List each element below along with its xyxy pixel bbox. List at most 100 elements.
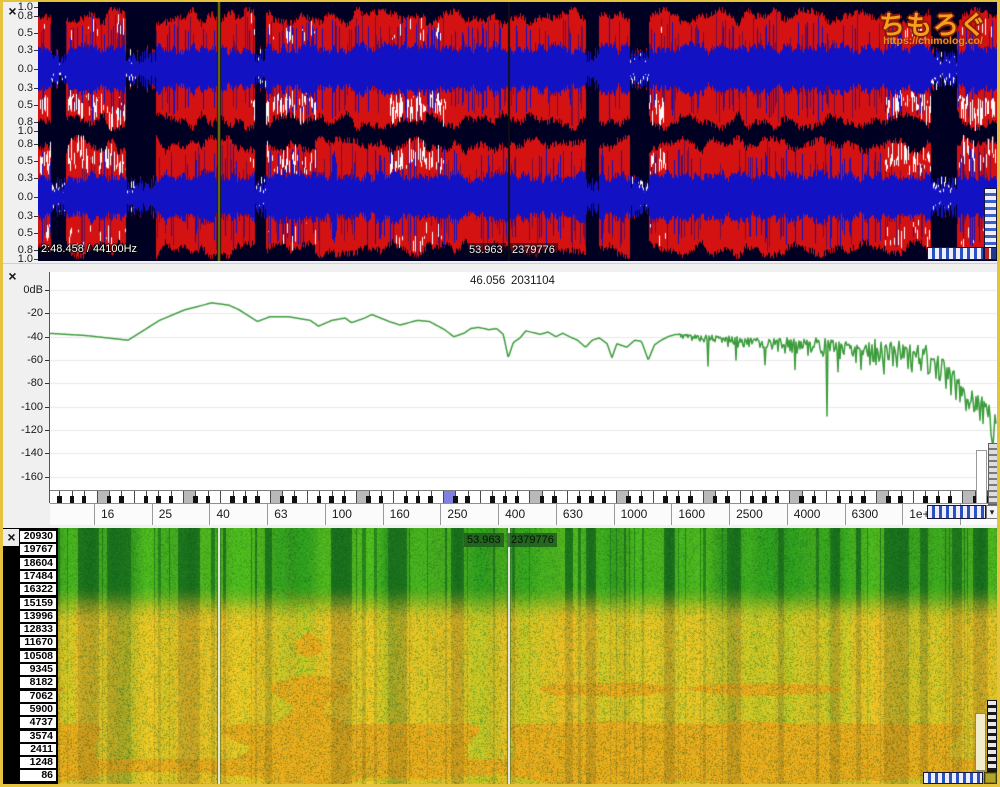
piano-black-key[interactable] (923, 496, 928, 503)
piano-black-key[interactable] (762, 496, 767, 503)
piano-black-key[interactable] (514, 496, 520, 503)
piano-key[interactable] (220, 491, 233, 503)
spectrogram-vertical-slider-track[interactable] (975, 713, 986, 771)
piano-black-key[interactable] (403, 496, 409, 503)
piano-black-key[interactable] (428, 496, 433, 503)
frequency-axis-cell: 160 (382, 504, 441, 525)
piano-black-key[interactable] (156, 496, 161, 503)
piano-black-key[interactable] (935, 496, 941, 503)
close-spectrum-button[interactable]: × (5, 269, 20, 284)
piano-black-key[interactable] (539, 496, 545, 503)
piano-key-octave[interactable] (875, 491, 889, 503)
waveform-vertical-zoom-slider[interactable] (984, 188, 997, 248)
piano-black-key[interactable] (749, 496, 755, 503)
spectrum-canvas[interactable] (50, 272, 997, 490)
piano-key-octave[interactable] (183, 491, 196, 503)
spectrogram-horizontal-zoom-slider[interactable] (923, 772, 983, 784)
piano-black-key[interactable] (205, 496, 211, 503)
close-waveform-button[interactable]: × (5, 4, 20, 19)
piano-key-highlighted[interactable] (442, 491, 456, 503)
piano-key[interactable] (653, 491, 666, 503)
piano-black-key[interactable] (601, 496, 607, 503)
piano-black-key[interactable] (898, 496, 903, 503)
piano-black-key[interactable] (453, 496, 458, 503)
piano-key[interactable] (739, 491, 753, 503)
piano-black-key[interactable] (502, 496, 508, 503)
piano-key[interactable] (133, 491, 146, 503)
piano-black-key[interactable] (886, 496, 891, 503)
waveform-canvas[interactable] (38, 0, 997, 261)
piano-black-key[interactable] (589, 496, 594, 503)
piano-black-key[interactable] (972, 496, 978, 503)
piano-black-key[interactable] (799, 496, 804, 503)
piano-black-key[interactable] (69, 496, 75, 503)
piano-black-key[interactable] (688, 496, 693, 503)
piano-key[interactable] (393, 491, 406, 503)
playback-status: 2:48.458 / 44100Hz (41, 243, 138, 255)
piano-black-key[interactable] (81, 496, 87, 503)
piano-black-key[interactable] (415, 496, 421, 503)
piano-black-key[interactable] (626, 496, 631, 503)
piano-key-octave[interactable] (269, 491, 283, 503)
piano-black-key[interactable] (576, 496, 582, 503)
spectrum-vertical-slider-track[interactable] (976, 450, 987, 504)
piano-black-key[interactable] (316, 496, 322, 503)
waveform-corner-indicator[interactable] (984, 247, 997, 260)
piano-black-key[interactable] (811, 496, 817, 503)
piano-black-key[interactable] (106, 496, 112, 503)
piano-key[interactable] (306, 491, 320, 503)
piano-key-octave[interactable] (616, 491, 629, 503)
piano-key[interactable] (480, 491, 493, 503)
piano-black-key[interactable] (378, 496, 384, 503)
piano-black-key[interactable] (465, 496, 470, 503)
piano-black-key[interactable] (193, 496, 198, 503)
piano-key-octave[interactable] (96, 491, 109, 503)
piano-black-key[interactable] (143, 496, 149, 503)
piano-key[interactable] (913, 491, 926, 503)
piano-key[interactable] (566, 491, 579, 503)
piano-black-key[interactable] (490, 496, 495, 503)
spectrogram-vertical-zoom-slider[interactable] (987, 700, 997, 772)
piano-black-key[interactable] (663, 496, 668, 503)
piano-black-key[interactable] (675, 496, 681, 503)
piano-black-key[interactable] (774, 496, 780, 503)
piano-black-key[interactable] (341, 496, 347, 503)
piano-black-key[interactable] (712, 496, 718, 503)
piano-ruler[interactable] (50, 490, 997, 503)
piano-black-key[interactable] (985, 496, 990, 503)
frequency-axis-label: 2500 (736, 507, 763, 521)
piano-black-key[interactable] (168, 496, 174, 503)
piano-black-key[interactable] (329, 496, 334, 503)
waveform-horizontal-zoom-slider[interactable] (927, 247, 984, 260)
piano-black-key[interactable] (638, 496, 644, 503)
piano-black-key[interactable] (279, 496, 285, 503)
piano-black-key[interactable] (230, 496, 235, 503)
spectrum-horizontal-zoom-slider[interactable] (927, 505, 986, 519)
close-spectrogram-button[interactable]: × (4, 530, 19, 545)
piano-black-key[interactable] (947, 496, 953, 503)
piano-black-key[interactable] (57, 496, 62, 503)
piano-black-key[interactable] (552, 496, 557, 503)
frequency-axis-cell: 63 (267, 504, 325, 525)
piano-black-key[interactable] (861, 496, 866, 503)
piano-key-octave[interactable] (789, 491, 802, 503)
piano-black-key[interactable] (725, 496, 730, 503)
piano-black-key[interactable] (836, 496, 842, 503)
piano-key[interactable] (826, 491, 839, 503)
spectrogram-canvas[interactable] (58, 528, 997, 784)
piano-key-octave[interactable] (702, 491, 716, 503)
piano-black-key[interactable] (848, 496, 854, 503)
piano-key[interactable] (50, 491, 60, 503)
piano-key-octave[interactable] (356, 491, 369, 503)
spectrogram-corner-indicator[interactable] (984, 772, 997, 784)
piano-black-key[interactable] (292, 496, 297, 503)
piano-key-octave[interactable] (529, 491, 542, 503)
piano-black-key[interactable] (366, 496, 371, 503)
piano-black-key[interactable] (255, 496, 260, 503)
piano-black-key[interactable] (119, 496, 124, 503)
frame-right (997, 0, 1000, 787)
waveform-cursor-time-badge: 53.963 (466, 243, 506, 257)
piano-key-octave[interactable] (962, 491, 975, 503)
amplitude-tick (34, 161, 38, 162)
piano-black-key[interactable] (242, 496, 248, 503)
